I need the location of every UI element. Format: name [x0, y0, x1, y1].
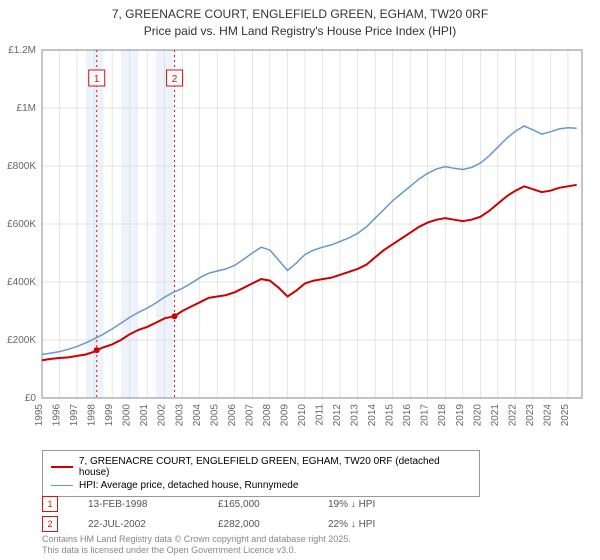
svg-text:2002: 2002 — [157, 404, 168, 427]
svg-text:£400K: £400K — [7, 277, 36, 288]
sales-table: 1 13-FEB-1998 £165,000 19% ↓ HPI 2 22-JUL-200… — [42, 494, 375, 534]
svg-text:2019: 2019 — [455, 404, 466, 427]
footer-line1: Contains HM Land Registry data © Crown c… — [42, 534, 351, 545]
svg-text:2012: 2012 — [332, 404, 343, 427]
sale-delta: 22% ↓ HPI — [328, 519, 375, 530]
svg-text:2005: 2005 — [209, 404, 220, 427]
svg-text:2024: 2024 — [542, 404, 553, 427]
legend-row: 7, GREENACRE COURT, ENGLEFIELD GREEN, EG… — [51, 455, 471, 479]
svg-text:£800K: £800K — [7, 161, 36, 172]
svg-text:2023: 2023 — [525, 404, 536, 427]
svg-text:1997: 1997 — [69, 404, 80, 427]
svg-text:2013: 2013 — [350, 404, 361, 427]
sale-date: 13-FEB-1998 — [88, 499, 188, 510]
svg-text:2003: 2003 — [174, 404, 185, 427]
legend-label: HPI: Average price, detached house, Runn… — [79, 480, 298, 491]
sale-row: 2 22-JUL-2002 £282,000 22% ↓ HPI — [42, 514, 375, 534]
svg-text:1999: 1999 — [104, 404, 115, 427]
sale-marker: 1 — [42, 496, 58, 512]
svg-text:2021: 2021 — [490, 404, 501, 427]
chart-title: 7, GREENACRE COURT, ENGLEFIELD GREEN, EG… — [0, 0, 600, 40]
svg-text:2022: 2022 — [507, 404, 518, 427]
svg-text:2017: 2017 — [420, 404, 431, 427]
legend: 7, GREENACRE COURT, ENGLEFIELD GREEN, EG… — [42, 450, 480, 497]
svg-text:£1M: £1M — [17, 103, 36, 114]
svg-text:1998: 1998 — [87, 404, 98, 427]
svg-text:2018: 2018 — [437, 404, 448, 427]
title-line1: 7, GREENACRE COURT, ENGLEFIELD GREEN, EG… — [0, 6, 600, 23]
sale-row: 1 13-FEB-1998 £165,000 19% ↓ HPI — [42, 494, 375, 514]
svg-text:2004: 2004 — [192, 404, 203, 427]
svg-text:2: 2 — [172, 74, 178, 85]
legend-swatch — [51, 466, 73, 468]
svg-text:2000: 2000 — [122, 404, 133, 427]
svg-text:2001: 2001 — [139, 404, 150, 427]
footer-line2: This data is licensed under the Open Gov… — [42, 545, 351, 556]
sale-price: £165,000 — [218, 499, 298, 510]
svg-text:1995: 1995 — [34, 404, 45, 427]
sale-price: £282,000 — [218, 519, 298, 530]
price-chart: £0£200K£400K£600K£800K£1M£1.2M1995199619… — [42, 46, 590, 426]
svg-text:2020: 2020 — [472, 404, 483, 427]
legend-row: HPI: Average price, detached house, Runn… — [51, 479, 471, 492]
sale-delta: 19% ↓ HPI — [328, 499, 375, 510]
svg-text:1: 1 — [94, 74, 100, 85]
svg-text:£0: £0 — [25, 393, 37, 404]
sale-date: 22-JUL-2002 — [88, 519, 188, 530]
sale-marker: 2 — [42, 516, 58, 532]
svg-text:2010: 2010 — [297, 404, 308, 427]
svg-text:£1.2M: £1.2M — [8, 45, 36, 56]
title-line2: Price paid vs. HM Land Registry's House … — [0, 23, 600, 40]
svg-text:2015: 2015 — [385, 404, 396, 427]
svg-text:2007: 2007 — [244, 404, 255, 427]
svg-text:2025: 2025 — [560, 404, 571, 427]
svg-text:2008: 2008 — [262, 404, 273, 427]
svg-text:£200K: £200K — [7, 335, 36, 346]
svg-text:2016: 2016 — [402, 404, 413, 427]
svg-text:2011: 2011 — [315, 404, 326, 426]
legend-label: 7, GREENACRE COURT, ENGLEFIELD GREEN, EG… — [79, 456, 471, 478]
svg-text:2006: 2006 — [227, 404, 238, 427]
svg-text:£600K: £600K — [7, 219, 36, 230]
footer: Contains HM Land Registry data © Crown c… — [42, 534, 351, 556]
legend-swatch — [51, 485, 73, 486]
svg-text:2014: 2014 — [367, 404, 378, 427]
svg-text:1996: 1996 — [52, 404, 63, 427]
svg-text:2009: 2009 — [279, 404, 290, 427]
